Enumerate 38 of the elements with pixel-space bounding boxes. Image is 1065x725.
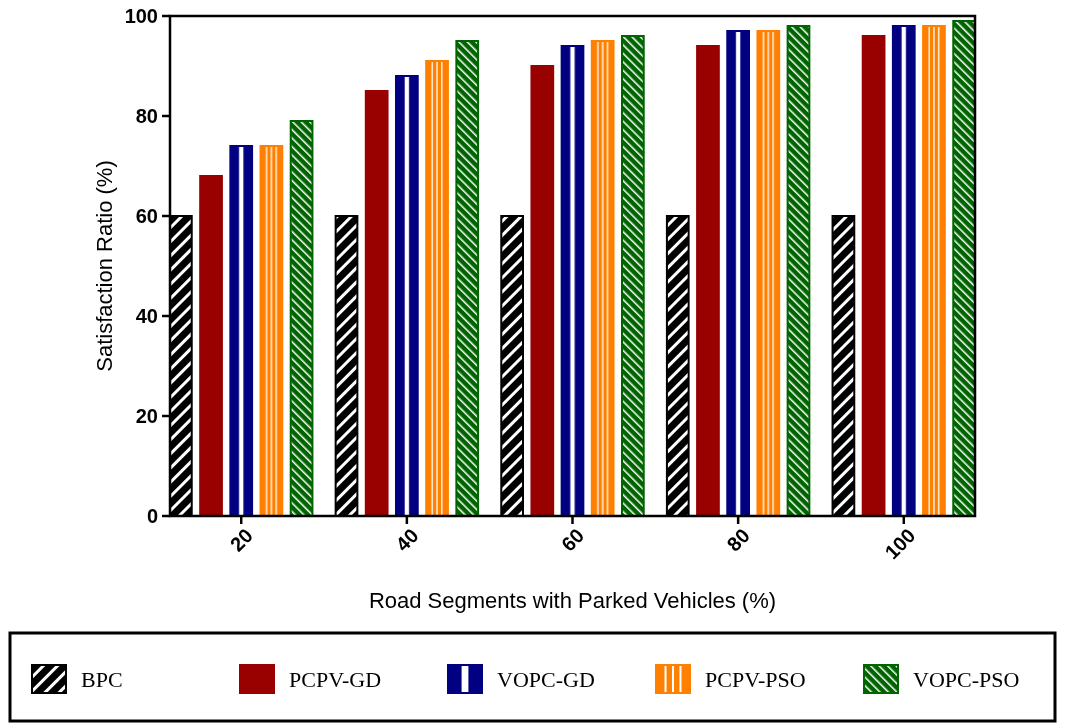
x-tick-label: 60 — [556, 524, 589, 556]
legend-label: PCPV-PSO — [705, 666, 806, 692]
x-tick-label: 80 — [722, 524, 754, 556]
y-tick-label: 40 — [135, 305, 158, 327]
y-tick-label: 100 — [124, 5, 158, 27]
bar — [229, 145, 254, 517]
bar — [726, 30, 750, 517]
legend-label: VOPC-GD — [497, 666, 595, 692]
bar — [621, 35, 645, 517]
bar — [530, 65, 555, 517]
bar — [395, 75, 419, 517]
bar — [952, 20, 976, 517]
bar — [786, 25, 811, 517]
bar — [425, 60, 449, 517]
bar — [922, 25, 946, 517]
bar — [861, 35, 886, 517]
legend-label: VOPC-PSO — [913, 666, 1020, 692]
bar — [696, 45, 720, 517]
bar — [560, 45, 585, 517]
x-axis-title: Road Segments with Parked Vehicles (%) — [368, 588, 777, 613]
bar — [259, 145, 284, 517]
y-tick-label: 0 — [146, 505, 158, 527]
x-tick-label: 100 — [880, 524, 920, 564]
bar — [590, 40, 615, 517]
bar — [455, 40, 480, 517]
bar — [891, 25, 916, 517]
bar — [199, 175, 223, 517]
y-tick-label: 80 — [135, 105, 158, 127]
legend-label: PCPV-GD — [289, 666, 382, 692]
y-tick-label: 20 — [135, 405, 158, 427]
legend-label: BPC — [81, 666, 123, 692]
bar — [289, 120, 314, 517]
bar — [364, 90, 389, 517]
bar — [756, 30, 781, 517]
y-tick-label: 60 — [135, 205, 158, 227]
x-tick-label: 20 — [225, 524, 257, 556]
y-axis-title: Satisfaction Ratio (%) — [92, 160, 117, 372]
x-tick-label: 40 — [391, 524, 423, 556]
